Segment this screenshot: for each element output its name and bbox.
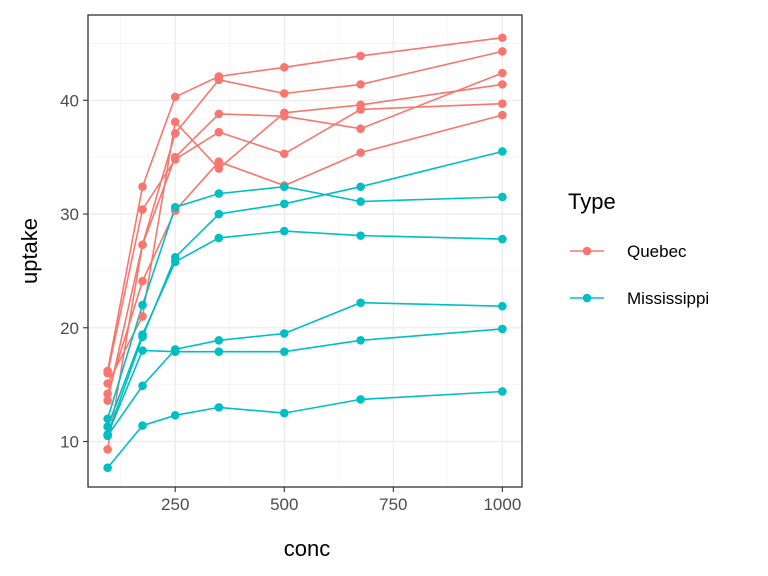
data-point: [214, 72, 224, 81]
data-point: [214, 209, 224, 219]
data-point: [498, 68, 507, 78]
data-point: [103, 389, 112, 399]
data-point: [279, 199, 289, 209]
data-point: [103, 396, 112, 405]
data-point: [138, 300, 147, 310]
data-point: [170, 117, 180, 127]
data-point: [498, 192, 507, 202]
data-point: [138, 205, 147, 214]
data-point: [138, 312, 147, 321]
data-point: [279, 408, 289, 418]
grid-major: [88, 15, 522, 487]
data-point: [214, 335, 224, 345]
data-point: [170, 92, 180, 102]
data-point: [498, 234, 507, 244]
data-point: [356, 80, 365, 89]
data-point: [356, 335, 365, 345]
data-point: [498, 47, 507, 56]
legend-label: Mississippi: [627, 289, 709, 308]
data-point: [356, 100, 365, 110]
data-point: [356, 298, 365, 308]
panel-border: [87, 14, 523, 488]
data-point: [214, 157, 224, 167]
data-point: [214, 347, 224, 356]
data-point: [214, 164, 224, 173]
data-point: [214, 403, 224, 412]
data-point: [498, 110, 507, 120]
data-point: [279, 63, 289, 72]
data-point: [170, 257, 180, 267]
x-tick-label: 750: [379, 495, 407, 514]
data-point: [103, 430, 112, 439]
data-point: [356, 197, 365, 206]
data-point: [138, 346, 147, 355]
y-axis-title: uptake: [17, 218, 42, 284]
x-axis: 250 500 750 1000: [161, 487, 521, 514]
y-axis: 10 20 30 40: [60, 91, 88, 452]
y-tick-label: 40: [60, 91, 79, 110]
data-point: [356, 148, 365, 157]
data-point: [103, 445, 112, 454]
legend-title: Type: [568, 189, 616, 214]
data-point: [103, 366, 112, 376]
data-point: [214, 127, 224, 137]
y-tick-label: 10: [60, 433, 79, 452]
legend-key-point: [582, 246, 592, 256]
legend-label: Quebec: [627, 242, 687, 261]
data-point: [214, 109, 224, 119]
data-point: [279, 108, 289, 118]
data-point: [356, 231, 365, 240]
data-point: [356, 395, 365, 404]
y-tick-label: 20: [60, 319, 79, 338]
data-point: [103, 463, 112, 472]
x-tick-label: 250: [161, 495, 189, 514]
data-point: [138, 330, 147, 339]
data-point: [498, 33, 507, 43]
data-point: [498, 147, 507, 156]
data-point: [170, 128, 180, 138]
data-point: [279, 89, 289, 98]
x-tick-label: 1000: [483, 495, 521, 514]
data-point: [170, 202, 180, 212]
data-point: [170, 152, 180, 162]
data-point: [103, 379, 112, 388]
data-point: [279, 149, 289, 159]
data-point: [214, 189, 224, 198]
data-point: [138, 182, 147, 192]
y-tick-label: 30: [60, 205, 79, 224]
data-point: [103, 422, 112, 432]
data-point: [138, 421, 147, 430]
data-point: [356, 182, 365, 192]
data-point: [498, 387, 507, 396]
data-point: [214, 233, 224, 243]
data-point: [356, 124, 365, 134]
legend: Type Quebec Mississippi: [568, 189, 709, 308]
data-point: [279, 226, 289, 236]
data-point: [279, 347, 289, 356]
x-tick-label: 500: [270, 495, 298, 514]
data-point: [498, 324, 507, 334]
data-point: [170, 347, 180, 356]
data-point: [138, 381, 147, 391]
data-point: [498, 301, 507, 311]
data-point: [279, 329, 289, 338]
series-points: [103, 33, 507, 472]
x-axis-title: conc: [284, 536, 330, 561]
data-point: [103, 414, 112, 424]
legend-items: Quebec Mississippi: [570, 242, 709, 308]
data-point: [356, 51, 365, 61]
data-point: [279, 182, 289, 192]
data-point: [138, 240, 147, 250]
data-point: [170, 411, 180, 420]
legend-key-point: [582, 293, 592, 303]
data-point: [498, 99, 507, 109]
data-point: [498, 80, 507, 89]
data-point: [138, 276, 147, 286]
